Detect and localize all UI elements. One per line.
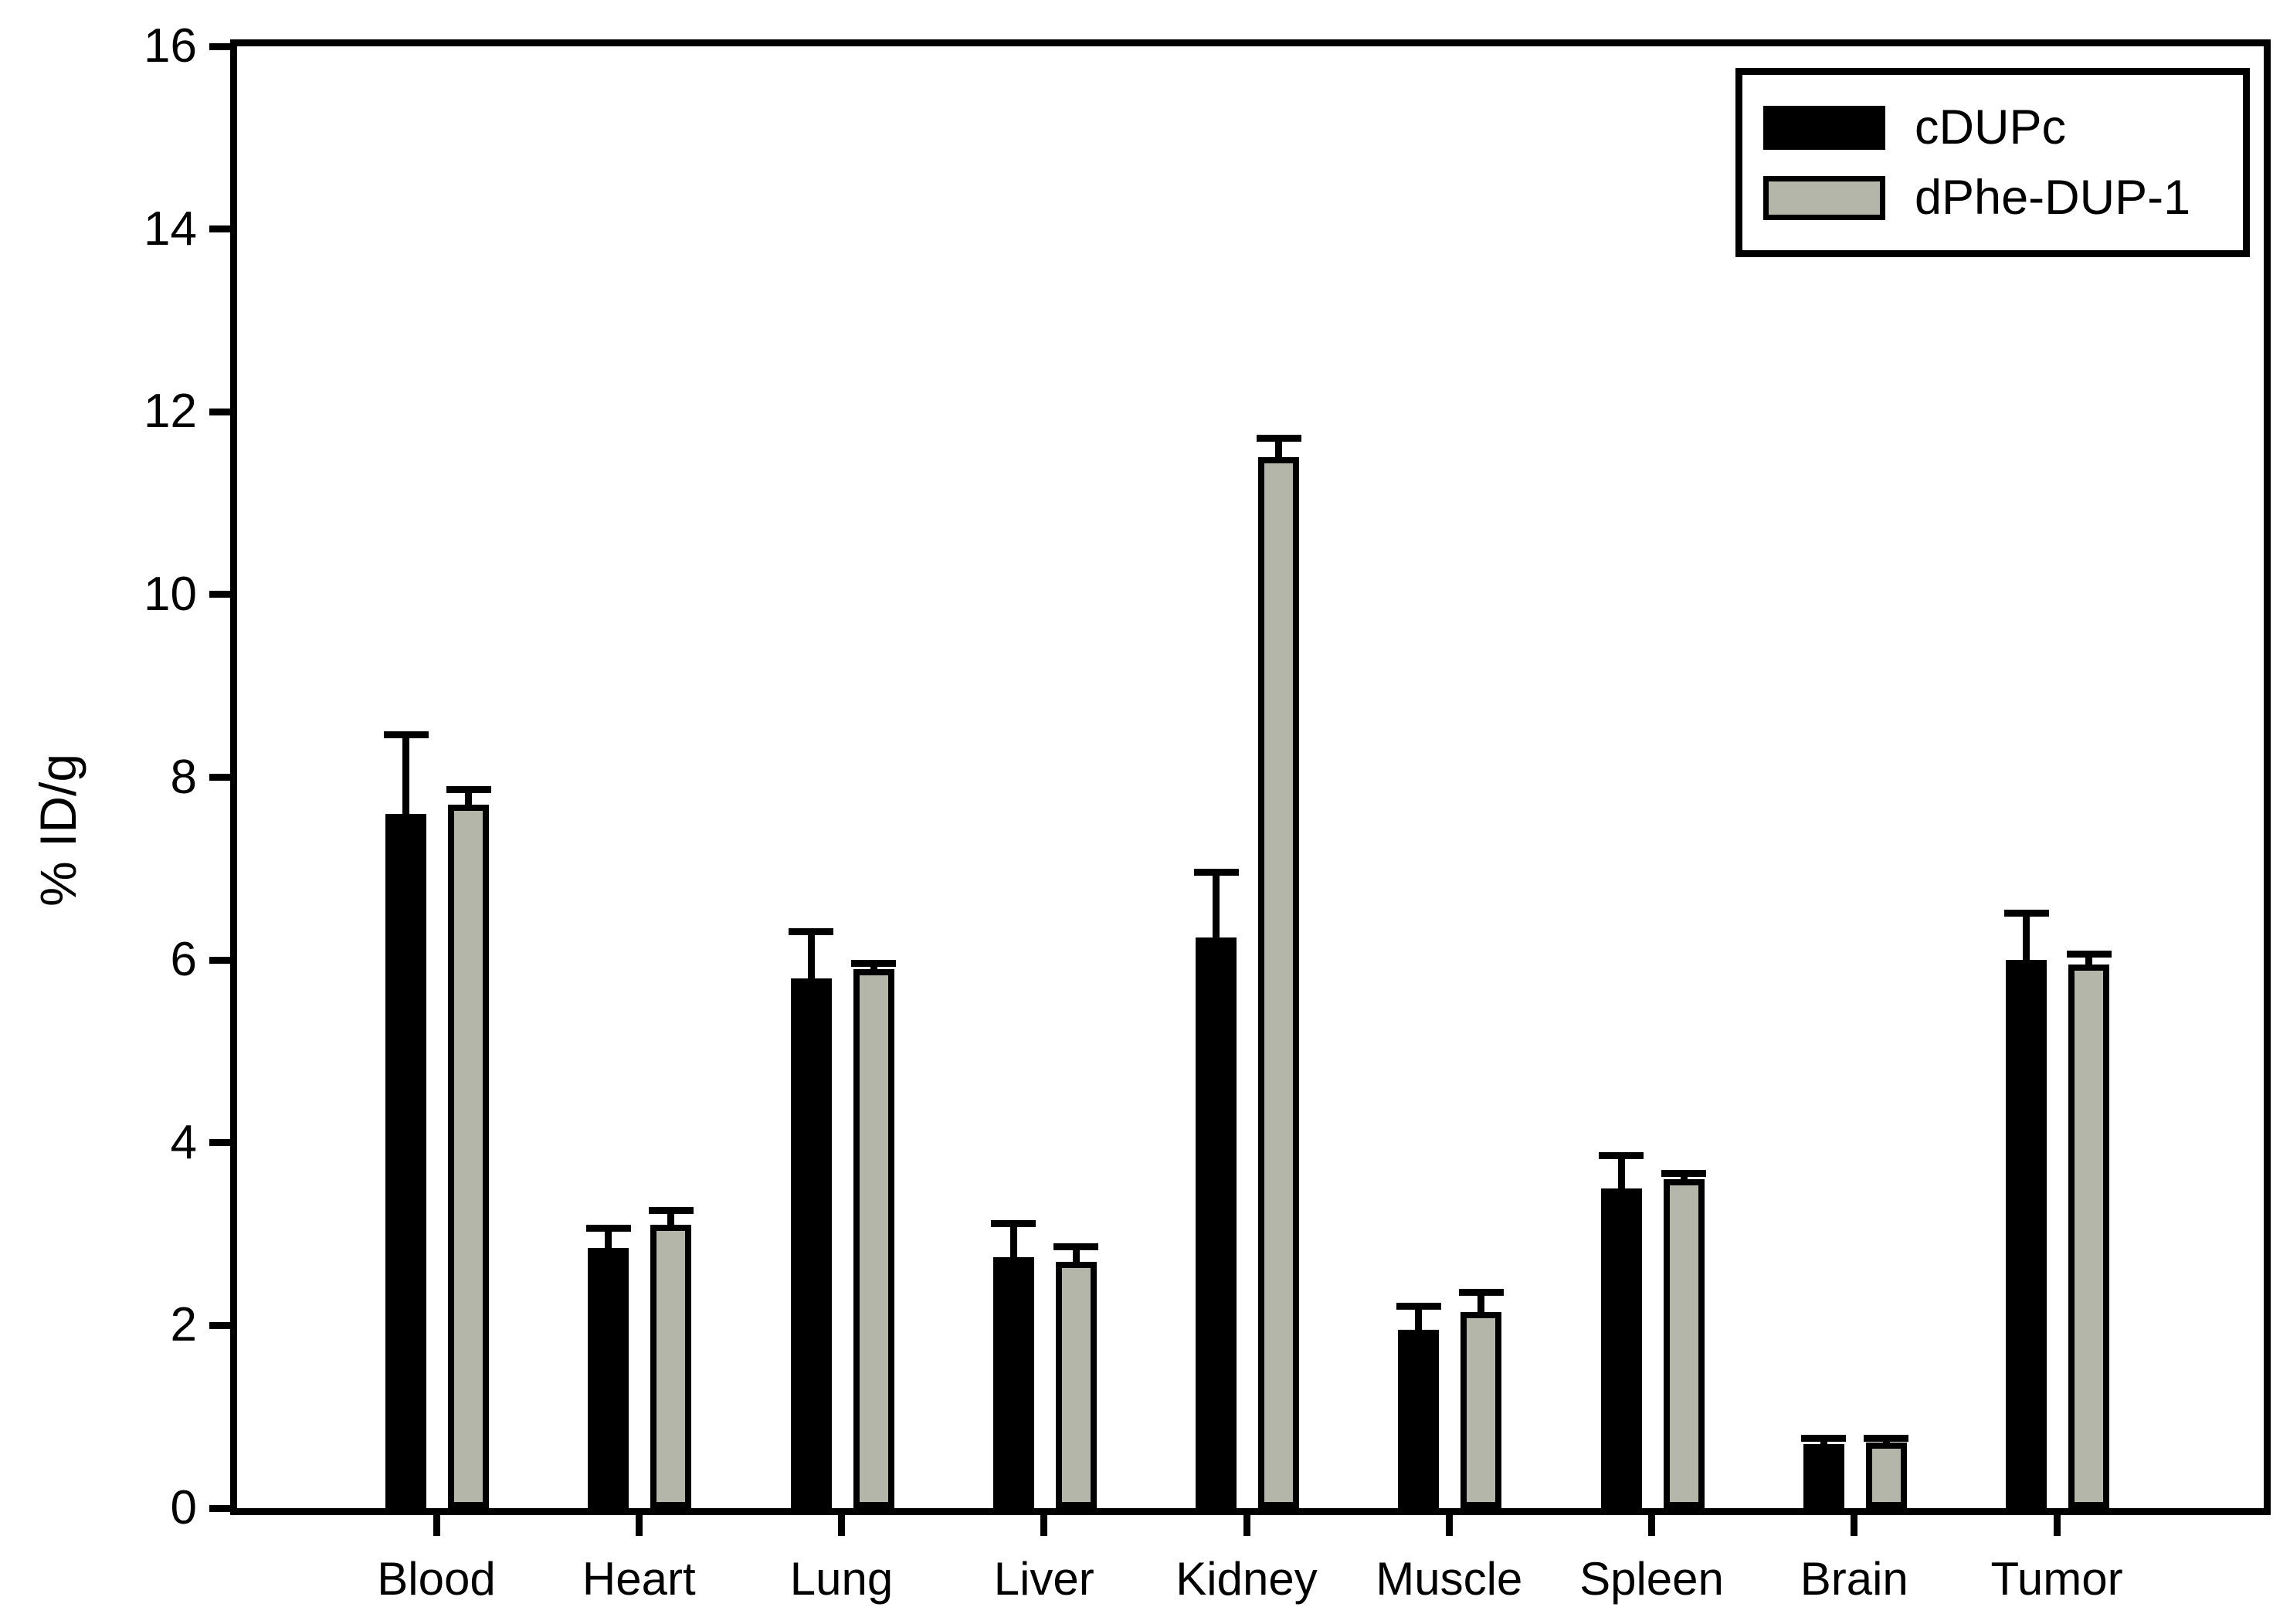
bar-liver-cdupc [992,1256,1034,1508]
y-tick-label-12: 12 [144,385,197,439]
error-bar-cap-liver-dphe-dup-1 [1053,1243,1099,1250]
y-axis-tick-16 [209,42,230,50]
bar-kidney-cdupc [1196,937,1237,1508]
x-category-label-heart: Heart [582,1553,696,1605]
y-tick-label-16: 16 [144,19,197,73]
x-axis-tick-kidney [1243,1515,1250,1536]
bar-spleen-cdupc [1600,1188,1642,1508]
x-axis-tick-muscle [1445,1515,1453,1536]
x-category-label-lung: Lung [789,1553,894,1605]
error-bar-stem-tumor-dphe-dup-1 [2085,951,2092,967]
y-tick-label-14: 14 [144,202,197,256]
bar-muscle-cdupc [1398,1330,1440,1508]
bar-heart-dphe-dup-1 [650,1225,692,1508]
error-bar-cap-kidney-cdupc [1193,868,1239,876]
bar-tumor-dphe-dup-1 [2068,965,2109,1508]
bar-tumor-cdupc [2006,960,2047,1508]
error-bar-cap-liver-cdupc [991,1220,1036,1228]
legend-swatch-black-icon [1763,105,1885,150]
error-bar-stem-blood-dphe-dup-1 [465,786,472,806]
y-axis-tick-2 [209,1321,230,1329]
error-bar-stem-spleen-cdupc [1617,1151,1625,1190]
legend-swatch-gray-icon [1763,175,1885,220]
error-bar-stem-blood-cdupc [402,731,409,815]
y-tick-label-10: 10 [144,567,197,621]
y-axis-tick-10 [209,591,230,598]
x-axis-tick-brain [1851,1515,1858,1536]
x-axis-tick-lung [838,1515,845,1536]
y-axis-title: % ID/g [29,753,87,907]
x-category-label-brain: Brain [1800,1553,1908,1605]
error-bar-stem-muscle-dphe-dup-1 [1477,1289,1485,1314]
x-axis-tick-tumor [2053,1515,2061,1536]
y-tick-label-0: 0 [170,1481,197,1534]
error-bar-cap-spleen-dphe-dup-1 [1661,1170,1706,1178]
error-bar-stem-lung-cdupc [807,927,815,980]
x-axis-tick-liver [1040,1515,1048,1536]
bar-brain-cdupc [1803,1444,1844,1508]
error-bar-stem-tumor-cdupc [2023,910,2030,962]
bar-blood-dphe-dup-1 [448,805,489,1508]
x-axis-tick-blood [433,1515,440,1536]
error-bar-cap-blood-dphe-dup-1 [446,786,491,794]
y-tick-label-8: 8 [170,750,197,804]
bar-spleen-dphe-dup-1 [1663,1179,1705,1508]
x-category-label-spleen: Spleen [1579,1553,1724,1605]
x-axis-tick-spleen [1648,1515,1655,1536]
x-category-label-liver: Liver [993,1553,1094,1605]
error-bar-cap-lung-dphe-dup-1 [851,960,896,968]
error-bar-stem-liver-cdupc [1009,1220,1017,1259]
bar-liver-dphe-dup-1 [1055,1261,1097,1508]
bar-blood-cdupc [385,813,426,1508]
x-category-label-kidney: Kidney [1176,1553,1318,1605]
legend-entry-cdupc: cDUPc [1763,103,2243,152]
error-bar-stem-heart-dphe-dup-1 [667,1206,675,1227]
error-bar-cap-brain-cdupc [1801,1435,1847,1443]
y-axis-tick-8 [209,774,230,781]
error-bar-cap-muscle-dphe-dup-1 [1458,1289,1504,1297]
error-bar-cap-blood-cdupc [383,731,429,739]
x-category-label-muscle: Muscle [1376,1553,1523,1605]
bar-heart-cdupc [588,1247,629,1508]
y-tick-label-6: 6 [170,933,197,987]
x-category-label-tumor: Tumor [1990,1553,2123,1605]
y-axis-tick-14 [209,225,230,233]
error-bar-cap-muscle-cdupc [1396,1302,1441,1310]
plot-area: 0 2 4 6 8 10 12 14 16 Blood Heart Lung Liver Kidney Mu… [144,22,2271,1602]
error-bar-stem-liver-dphe-dup-1 [1072,1243,1080,1263]
legend: cDUPc dPhe-DUP-1 [1735,68,2250,257]
y-axis-tick-4 [209,1139,230,1147]
error-bar-cap-brain-dphe-dup-1 [1864,1435,1909,1443]
error-bar-stem-kidney-dphe-dup-1 [1275,434,1282,459]
error-bar-cap-heart-cdupc [585,1225,631,1232]
error-bar-cap-heart-dphe-dup-1 [648,1206,694,1214]
legend-entry-dphe-dup-1: dPhe-DUP-1 [1763,170,2243,225]
error-bar-stem-kidney-cdupc [1213,868,1220,939]
bar-kidney-dphe-dup-1 [1258,457,1299,1508]
y-axis-tick-0 [209,1504,230,1512]
bar-muscle-dphe-dup-1 [1461,1311,1502,1508]
bar-lung-cdupc [790,978,832,1508]
legend-label-cdupc: cDUPc [1915,100,2067,154]
bar-lung-dphe-dup-1 [853,968,894,1508]
y-tick-label-4: 4 [170,1115,197,1169]
error-bar-stem-muscle-cdupc [1415,1302,1423,1332]
legend-label-dphe-dup-1: dPhe-DUP-1 [1915,170,2191,225]
y-tick-label-2: 2 [170,1298,197,1352]
error-bar-cap-tumor-cdupc [2003,910,2049,917]
error-bar-cap-spleen-cdupc [1599,1151,1644,1159]
error-bar-cap-kidney-dphe-dup-1 [1256,434,1301,442]
y-axis-tick-6 [209,956,230,964]
error-bar-cap-tumor-dphe-dup-1 [2066,951,2112,958]
y-axis-tick-12 [209,408,230,415]
bar-brain-dphe-dup-1 [1865,1442,1907,1508]
x-category-label-blood: Blood [377,1553,496,1605]
x-axis-tick-heart [635,1515,643,1536]
error-bar-cap-lung-cdupc [789,927,833,935]
error-bar-stem-heart-cdupc [605,1225,612,1249]
